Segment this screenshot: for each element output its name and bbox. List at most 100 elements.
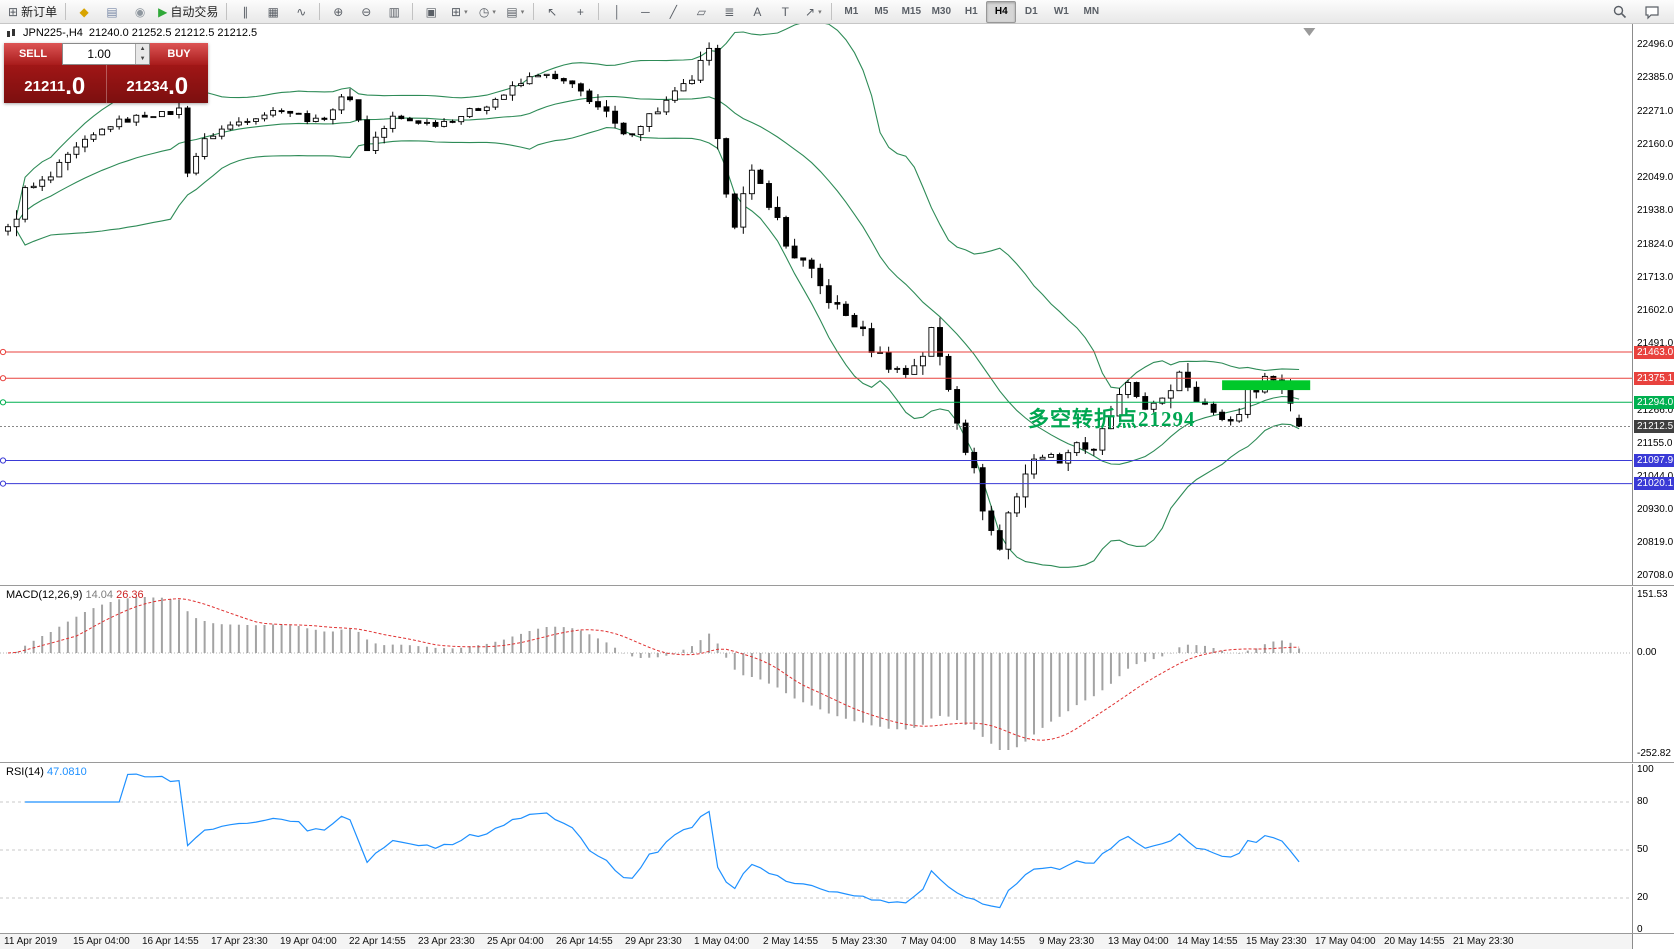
time-axis-label: 25 Apr 04:00 <box>487 936 544 947</box>
time-axis[interactable]: 11 Apr 2019 15 Apr 04:00 16 Apr 14:55 17 Ap… <box>0 934 1632 949</box>
price-axis[interactable]: 22496.0 22385.0 22271.0 22160.0 22049.0 21938… <box>1632 24 1674 949</box>
data-window-button[interactable]: ▤ <box>98 1 126 23</box>
new-chart-button[interactable]: ⊞ ▾ <box>445 1 473 23</box>
buy-price-main: 21234 <box>126 78 169 95</box>
zoom-out-button[interactable]: ⊖ <box>352 1 380 23</box>
price-axis-label: 22496.0 <box>1637 39 1674 51</box>
cursor-button[interactable]: ↖ <box>538 1 566 23</box>
market-watch-icon: ◆ <box>79 4 89 19</box>
timeframe-m30-button[interactable]: M30 <box>931 6 952 17</box>
timeframe-d1-button[interactable]: D1 <box>1024 6 1038 17</box>
panel-separator-time-axis <box>0 933 1674 934</box>
crosshair-button[interactable]: + <box>566 1 594 23</box>
buy-button[interactable]: BUY <box>150 43 208 65</box>
price-axis-label: 21938.0 <box>1637 204 1674 216</box>
templates-button[interactable]: ▤ ▾ <box>501 1 529 23</box>
search-button[interactable] <box>1606 1 1634 23</box>
period-selector-button[interactable]: ◷ ▾ <box>473 1 501 23</box>
trendline-icon: ╱ <box>669 4 677 19</box>
new-chart-icon: ⊞ <box>451 4 462 19</box>
toolbar-separator <box>226 3 228 20</box>
rsi-panel-canvas[interactable] <box>0 764 1632 933</box>
volume-stepper[interactable]: ▲ ▼ <box>135 44 149 64</box>
price-level-badge: 21020.1 <box>1634 477 1674 491</box>
zoom-out-icon: ⊖ <box>361 4 372 19</box>
rsi-axis-label: 100 <box>1637 764 1654 775</box>
chart-annotation-text[interactable]: 多空转折点21294 <box>1028 406 1196 431</box>
timeframe-w1-button[interactable]: W1 <box>1053 6 1069 17</box>
fibonacci-icon: ≣ <box>724 4 735 19</box>
price-axis-label: 20819.0 <box>1637 537 1674 549</box>
sell-button[interactable]: SELL <box>4 43 62 65</box>
arrow-tool-button[interactable]: ↗ ▾ <box>799 1 827 23</box>
chart-list-button[interactable]: ▥ <box>380 1 408 23</box>
one-click-trading-panel: SELL ▲ ▼ BUY 21211.0 21234.0 <box>4 43 208 103</box>
panel-separator-macd[interactable] <box>0 585 1674 587</box>
toolbar: ⊞ 新订单 ◆ ▤ ◉ ▶ 自动交易 ∥ ▦ ∿ ⊕ ⊖ ▥ ▣ ⊞ ▾ ◷ ▾ ▤ ▾ ↖ + │ ─ ╱ ▱ ≣ A T ↗ ▾ M1 M5… <box>0 0 1674 24</box>
price-level-badge: 21212.5 <box>1634 419 1674 433</box>
fibonacci-button[interactable]: ≣ <box>715 1 743 23</box>
horizontal-levels-layer[interactable] <box>0 348 1632 487</box>
tile-windows-icon: ▣ <box>425 4 437 19</box>
tile-windows-button[interactable]: ▣ <box>417 1 445 23</box>
price-level-badge: 21375.1 <box>1634 371 1674 385</box>
ohlc-values: 21240.0 21252.5 21212.5 21212.5 <box>88 27 258 39</box>
community-chat-button[interactable] <box>1638 1 1666 23</box>
timeframe-h4-button[interactable]: H4 <box>986 0 1017 23</box>
panel-separator-rsi[interactable] <box>0 762 1674 764</box>
highlight-rectangle[interactable] <box>1222 380 1311 391</box>
chart-shift-marker-icon[interactable] <box>1303 28 1316 36</box>
time-axis-label: 22 Apr 14:55 <box>349 936 406 947</box>
symbol-timeframe-label: JPN225-,H4 <box>23 27 83 39</box>
price-axis-label: 21155.0 <box>1637 437 1673 449</box>
timeframe-m1-button[interactable]: M1 <box>844 6 859 17</box>
price-axis-label: 22049.0 <box>1637 171 1674 183</box>
timeframe-m5-button[interactable]: M5 <box>874 6 889 17</box>
time-axis-label: 16 Apr 14:55 <box>142 936 199 947</box>
line-chart-icon: ∿ <box>296 4 307 19</box>
level-anchor-icon <box>0 348 7 356</box>
new-order-button[interactable]: ⊞ 新订单 <box>4 1 61 23</box>
one-click-price-row: 21211.0 21234.0 <box>4 65 208 103</box>
timeframe-h1-button[interactable]: H1 <box>964 6 978 17</box>
toolbar-separator <box>319 3 321 20</box>
time-axis-label: 23 Apr 23:30 <box>418 936 475 947</box>
toolbar-separator <box>598 3 600 20</box>
text-tool-button[interactable]: A <box>743 1 771 23</box>
time-axis-label: 21 May 23:30 <box>1453 936 1514 947</box>
bollinger-upper-line <box>16 24 1300 389</box>
candlestick-chart-button[interactable]: ▦ <box>259 1 287 23</box>
sell-price[interactable]: 21211.0 <box>4 65 107 103</box>
bar-chart-button[interactable]: ∥ <box>231 1 259 23</box>
time-axis-label: 13 May 04:00 <box>1108 936 1169 947</box>
macd-signal-line <box>7 598 1300 741</box>
rsi-axis-label: 50 <box>1637 844 1649 855</box>
main-chart-canvas[interactable] <box>0 24 1632 585</box>
time-axis-label: 17 May 04:00 <box>1315 936 1376 947</box>
period-selector-icon: ◷ <box>478 4 490 19</box>
timeframe-m15-button[interactable]: M15 <box>901 6 922 17</box>
volume-input[interactable] <box>63 44 136 64</box>
volume-down-icon[interactable]: ▼ <box>136 54 149 64</box>
rsi-line <box>25 773 1300 909</box>
macd-panel-canvas[interactable] <box>0 587 1632 762</box>
autotrading-button[interactable]: ▶ 自动交易 <box>154 1 222 23</box>
toolbar-separator <box>831 3 833 20</box>
buy-price-frac: .0 <box>168 73 189 100</box>
macd-axis-label: -252.82 <box>1637 748 1671 759</box>
chat-bubble-icon <box>1645 5 1659 19</box>
bar-chart-icon: ∥ <box>242 4 249 19</box>
buy-price[interactable]: 21234.0 <box>107 65 209 103</box>
volume-up-icon[interactable]: ▲ <box>136 44 149 54</box>
market-watch-button[interactable]: ◆ <box>70 1 98 23</box>
zoom-in-button[interactable]: ⊕ <box>324 1 352 23</box>
trendline-button[interactable]: ╱ <box>659 1 687 23</box>
line-chart-button[interactable]: ∿ <box>287 1 315 23</box>
timeframe-mn-button[interactable]: MN <box>1083 6 1100 17</box>
equidistant-channel-button[interactable]: ▱ <box>687 1 715 23</box>
navigator-button[interactable]: ◉ <box>126 1 154 23</box>
toolbar-separator <box>412 3 414 20</box>
horizontal-line-button[interactable]: ─ <box>631 1 659 23</box>
label-tool-button[interactable]: T <box>771 1 799 23</box>
vertical-line-button[interactable]: │ <box>603 1 631 23</box>
